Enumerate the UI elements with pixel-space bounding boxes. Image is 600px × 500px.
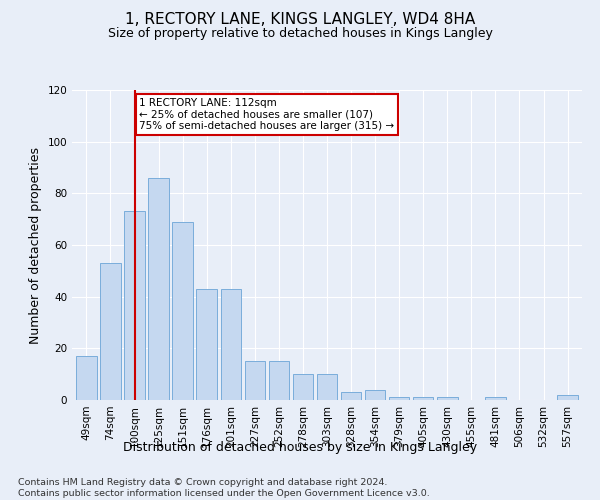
Y-axis label: Number of detached properties: Number of detached properties [29, 146, 42, 344]
Bar [485, 398, 506, 400]
Text: 1 RECTORY LANE: 112sqm
← 25% of detached houses are smaller (107)
75% of semi-de: 1 RECTORY LANE: 112sqm ← 25% of detached… [139, 98, 394, 131]
Bar [196, 289, 217, 400]
Bar [365, 390, 385, 400]
Bar [413, 398, 433, 400]
Bar [100, 263, 121, 400]
Text: Distribution of detached houses by size in Kings Langley: Distribution of detached houses by size … [123, 441, 477, 454]
Bar [389, 398, 409, 400]
Bar [293, 374, 313, 400]
Bar [557, 395, 578, 400]
Bar [437, 398, 458, 400]
Bar [148, 178, 169, 400]
Bar [124, 212, 145, 400]
Bar [317, 374, 337, 400]
Bar [76, 356, 97, 400]
Bar [172, 222, 193, 400]
Bar [341, 392, 361, 400]
Text: 1, RECTORY LANE, KINGS LANGLEY, WD4 8HA: 1, RECTORY LANE, KINGS LANGLEY, WD4 8HA [125, 12, 475, 28]
Text: Contains HM Land Registry data © Crown copyright and database right 2024.
Contai: Contains HM Land Registry data © Crown c… [18, 478, 430, 498]
Text: Size of property relative to detached houses in Kings Langley: Size of property relative to detached ho… [107, 28, 493, 40]
Bar [221, 289, 241, 400]
Bar [245, 361, 265, 400]
Bar [269, 361, 289, 400]
